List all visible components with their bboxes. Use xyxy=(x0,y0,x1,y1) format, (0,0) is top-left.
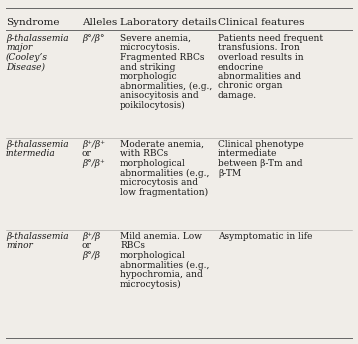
Text: Syndrome: Syndrome xyxy=(6,18,59,27)
Text: hypochromia, and: hypochromia, and xyxy=(120,270,203,279)
Text: minor: minor xyxy=(6,241,33,250)
Text: chronic organ: chronic organ xyxy=(218,82,282,90)
Text: morphological: morphological xyxy=(120,251,186,260)
Text: β°/β: β°/β xyxy=(82,251,100,260)
Text: microcytosis.: microcytosis. xyxy=(120,43,181,53)
Text: β-thalassemia: β-thalassemia xyxy=(6,34,69,43)
Text: β⁺/β⁺: β⁺/β⁺ xyxy=(82,140,105,149)
Text: intermedia: intermedia xyxy=(6,150,56,159)
Text: Disease): Disease) xyxy=(6,63,45,72)
Text: abnormalities and: abnormalities and xyxy=(218,72,301,81)
Text: Clinical features: Clinical features xyxy=(218,18,305,27)
Text: or: or xyxy=(82,150,92,159)
Text: endocrine: endocrine xyxy=(218,63,264,72)
Text: low fragmentation): low fragmentation) xyxy=(120,187,208,197)
Text: Alleles: Alleles xyxy=(82,18,117,27)
Text: morphological: morphological xyxy=(120,159,186,168)
Text: β⁺/β: β⁺/β xyxy=(82,232,100,241)
Text: poikilocytosis): poikilocytosis) xyxy=(120,100,186,110)
Text: and striking: and striking xyxy=(120,63,175,72)
Text: Mild anemia. Low: Mild anemia. Low xyxy=(120,232,202,241)
Text: major: major xyxy=(6,43,32,53)
Text: Severe anemia,: Severe anemia, xyxy=(120,34,191,43)
Text: abnormalities, (e.g.,: abnormalities, (e.g., xyxy=(120,82,212,90)
Text: overload results in: overload results in xyxy=(218,53,304,62)
Text: Patients need frequent: Patients need frequent xyxy=(218,34,323,43)
Text: microcytosis and: microcytosis and xyxy=(120,178,198,187)
Text: β-thalassemia: β-thalassemia xyxy=(6,232,69,241)
Text: anisocyitosis and: anisocyitosis and xyxy=(120,91,199,100)
Text: intermediate: intermediate xyxy=(218,150,277,159)
Text: Fragmented RBCs: Fragmented RBCs xyxy=(120,53,204,62)
Text: or: or xyxy=(82,241,92,250)
Text: Laboratory details: Laboratory details xyxy=(120,18,217,27)
Text: morphologic: morphologic xyxy=(120,72,178,81)
Text: β-thalassemia: β-thalassemia xyxy=(6,140,69,149)
Text: Clinical phenotype: Clinical phenotype xyxy=(218,140,304,149)
Text: Asymptomatic in life: Asymptomatic in life xyxy=(218,232,313,241)
Text: (Cooley’s: (Cooley’s xyxy=(6,53,48,62)
Text: abnormalities (e.g.,: abnormalities (e.g., xyxy=(120,260,209,270)
Text: transfusions. Iron: transfusions. Iron xyxy=(218,43,300,53)
Text: microcytosis): microcytosis) xyxy=(120,279,182,289)
Text: with RBCs: with RBCs xyxy=(120,150,168,159)
Text: β°/β°: β°/β° xyxy=(82,34,105,43)
Text: RBCs: RBCs xyxy=(120,241,145,250)
Text: β°/β⁺: β°/β⁺ xyxy=(82,159,105,168)
Text: Moderate anemia,: Moderate anemia, xyxy=(120,140,204,149)
Text: abnormalities (e.g.,: abnormalities (e.g., xyxy=(120,169,209,178)
Text: damage.: damage. xyxy=(218,91,257,100)
Text: β-TM: β-TM xyxy=(218,169,241,178)
Text: between β-Tm and: between β-Tm and xyxy=(218,159,303,168)
